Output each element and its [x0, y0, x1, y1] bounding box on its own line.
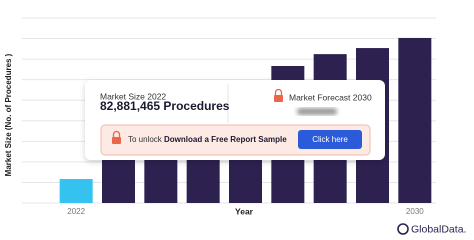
y-axis-label: Market Size (No. of Procedures )	[4, 53, 13, 176]
forecast-label: Market Forecast 2030	[289, 92, 372, 102]
lock-icon	[112, 130, 121, 144]
unlock-link[interactable]: Download a Free Report Sample	[164, 135, 287, 144]
lock-icon	[274, 88, 283, 102]
size-label: Market Size 2022	[100, 91, 166, 101]
unlock-text: To unlock	[128, 135, 163, 144]
x-tick-label: 2022	[67, 207, 85, 216]
brand: GlobalData.	[411, 223, 466, 235]
click-button[interactable]	[298, 130, 362, 149]
x-axis-label: Year	[235, 206, 254, 216]
bar	[59, 179, 93, 203]
value-label: 82,881,465 Procedures	[100, 99, 230, 113]
bar	[398, 37, 432, 203]
blurred-value	[297, 108, 337, 115]
overlay-card: Market Size 2022 82,881,465 Procedures M…	[85, 80, 385, 160]
brand-logo: GlobalData.	[397, 223, 466, 235]
button-text[interactable]: Click here	[312, 135, 348, 144]
x-tick-label: 2030	[406, 207, 424, 216]
